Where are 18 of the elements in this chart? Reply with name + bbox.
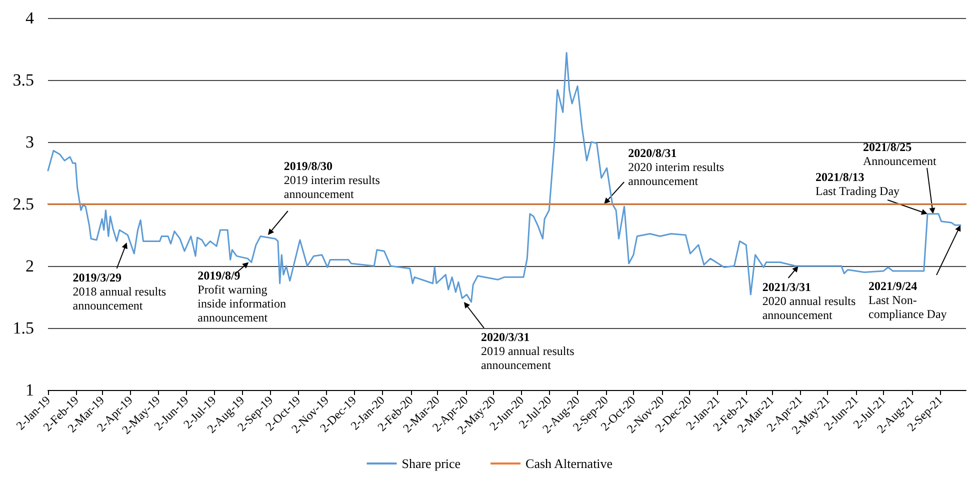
y-tick-label: 3 xyxy=(26,132,34,152)
annotation: 2021/8/13 Last Trading Day xyxy=(816,170,900,198)
legend-label: Cash Alternative xyxy=(526,456,613,471)
legend-label: Share price xyxy=(402,456,461,471)
annotation: 2019/3/29 2018 annual results announcement xyxy=(72,270,166,312)
annotation: 2021/8/25 Announcement xyxy=(863,140,937,168)
annotation: 2021/9/24 Last Non- compliance Day xyxy=(868,279,947,322)
annotation: 2021/3/31 2020 annual results announcement xyxy=(762,280,856,322)
y-tick-label: 3.5 xyxy=(12,70,34,90)
y-tick-label: 4 xyxy=(26,8,34,28)
annotation: 2019/8/9 Profit warning inside information announcement xyxy=(198,268,286,324)
y-tick-label: 2.5 xyxy=(12,194,34,214)
y-tick-label: 2 xyxy=(26,256,34,276)
annotation: 2019/8/30 2019 interim results announcement xyxy=(284,159,380,201)
y-tick-label: 1 xyxy=(26,380,34,400)
annotation: 2020/3/31 2019 annual results announcement xyxy=(480,330,575,372)
annotation: 2020/8/31 2020 interim results announcement xyxy=(628,146,724,188)
y-tick-label: 1.5 xyxy=(12,318,34,338)
